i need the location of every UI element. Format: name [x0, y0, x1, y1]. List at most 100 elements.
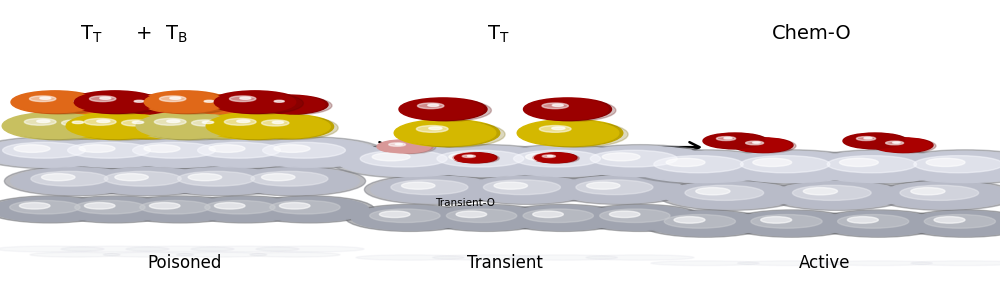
Ellipse shape: [143, 114, 243, 140]
Text: $\mathregular{T_T}$: $\mathregular{T_T}$: [487, 23, 509, 45]
Ellipse shape: [52, 116, 138, 140]
Ellipse shape: [29, 96, 56, 102]
Ellipse shape: [204, 100, 214, 102]
Ellipse shape: [740, 156, 830, 173]
Ellipse shape: [900, 185, 979, 200]
Ellipse shape: [170, 97, 181, 99]
Ellipse shape: [705, 134, 765, 148]
Ellipse shape: [104, 171, 181, 186]
Ellipse shape: [873, 180, 1000, 210]
Ellipse shape: [914, 156, 1000, 173]
Ellipse shape: [186, 97, 262, 115]
Text: Chem-O: Chem-O: [772, 24, 852, 44]
Ellipse shape: [568, 146, 712, 177]
Ellipse shape: [524, 98, 612, 121]
Ellipse shape: [68, 142, 150, 158]
Ellipse shape: [224, 119, 256, 125]
Ellipse shape: [414, 146, 559, 177]
Ellipse shape: [602, 153, 640, 161]
Ellipse shape: [62, 112, 168, 140]
Ellipse shape: [279, 203, 310, 209]
Ellipse shape: [733, 138, 793, 153]
Ellipse shape: [157, 168, 286, 194]
Text: $\mathregular{T_B}$: $\mathregular{T_B}$: [165, 23, 187, 45]
Ellipse shape: [542, 103, 568, 109]
Ellipse shape: [270, 201, 340, 214]
Ellipse shape: [875, 138, 931, 152]
Ellipse shape: [4, 166, 146, 196]
Ellipse shape: [136, 113, 234, 138]
Ellipse shape: [256, 97, 332, 115]
Ellipse shape: [10, 201, 80, 214]
Ellipse shape: [169, 137, 321, 169]
Ellipse shape: [24, 119, 56, 125]
Ellipse shape: [537, 153, 579, 163]
Ellipse shape: [590, 150, 677, 167]
Ellipse shape: [453, 153, 497, 163]
Ellipse shape: [51, 96, 125, 113]
Ellipse shape: [883, 150, 1000, 184]
Ellipse shape: [250, 252, 340, 257]
Ellipse shape: [46, 115, 130, 138]
Ellipse shape: [251, 96, 325, 113]
Ellipse shape: [42, 173, 75, 181]
Ellipse shape: [272, 121, 284, 124]
Ellipse shape: [772, 182, 903, 209]
Ellipse shape: [547, 155, 553, 156]
Ellipse shape: [89, 96, 116, 102]
Ellipse shape: [824, 261, 932, 265]
Ellipse shape: [263, 142, 345, 158]
Ellipse shape: [202, 121, 214, 124]
Ellipse shape: [42, 114, 134, 139]
Ellipse shape: [827, 156, 917, 173]
Ellipse shape: [206, 113, 304, 138]
Ellipse shape: [245, 196, 375, 223]
Ellipse shape: [345, 204, 475, 231]
Text: $+$: $+$: [135, 24, 151, 44]
Ellipse shape: [251, 197, 369, 222]
Ellipse shape: [65, 99, 89, 104]
Ellipse shape: [154, 119, 186, 125]
Ellipse shape: [576, 180, 653, 195]
Ellipse shape: [11, 91, 99, 113]
Ellipse shape: [523, 209, 593, 222]
Ellipse shape: [433, 255, 541, 260]
Ellipse shape: [188, 173, 222, 181]
Ellipse shape: [198, 142, 280, 158]
Ellipse shape: [14, 92, 96, 113]
Ellipse shape: [732, 211, 851, 236]
Ellipse shape: [499, 204, 628, 231]
Ellipse shape: [151, 166, 292, 196]
Ellipse shape: [600, 209, 670, 222]
Ellipse shape: [372, 153, 410, 161]
Ellipse shape: [428, 104, 439, 106]
Ellipse shape: [13, 114, 113, 140]
Ellipse shape: [455, 153, 495, 162]
Ellipse shape: [819, 211, 938, 236]
Ellipse shape: [79, 145, 115, 152]
Ellipse shape: [528, 121, 628, 147]
Ellipse shape: [213, 114, 313, 140]
Ellipse shape: [813, 210, 944, 237]
Ellipse shape: [220, 93, 303, 114]
Ellipse shape: [71, 91, 159, 113]
Ellipse shape: [873, 138, 933, 153]
Ellipse shape: [751, 215, 822, 228]
Ellipse shape: [182, 116, 268, 140]
Ellipse shape: [186, 197, 304, 222]
Ellipse shape: [351, 206, 469, 230]
Ellipse shape: [40, 97, 51, 99]
Ellipse shape: [132, 121, 144, 124]
Ellipse shape: [539, 126, 571, 132]
Ellipse shape: [587, 182, 620, 189]
Ellipse shape: [0, 196, 115, 223]
Ellipse shape: [56, 97, 132, 115]
Ellipse shape: [398, 121, 496, 145]
Ellipse shape: [803, 188, 837, 195]
Ellipse shape: [886, 141, 904, 145]
Ellipse shape: [229, 96, 256, 102]
Ellipse shape: [552, 104, 563, 106]
Ellipse shape: [265, 99, 289, 104]
Ellipse shape: [31, 171, 108, 186]
Ellipse shape: [19, 203, 50, 209]
